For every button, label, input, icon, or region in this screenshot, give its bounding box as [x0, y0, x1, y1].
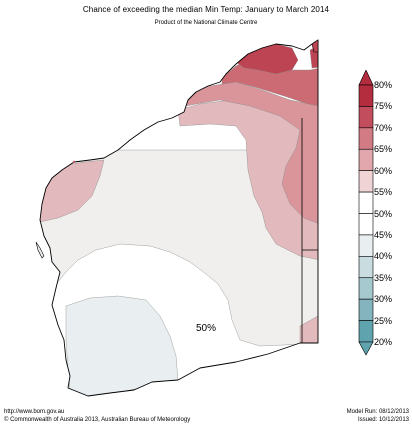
- legend-band: [358, 213, 374, 236]
- map-title: Chance of exceeding the median Min Temp:…: [82, 5, 330, 14]
- legend-label: 20%: [374, 337, 393, 347]
- legend-band: [358, 320, 374, 343]
- legend-colour-bar: [358, 70, 374, 356]
- legend-label: 70%: [374, 122, 393, 133]
- coastline: [39, 39, 319, 397]
- legend-label: 55%: [374, 187, 393, 198]
- legend-label: 60%: [374, 165, 393, 176]
- zone-75-80-east: [309, 40, 318, 69]
- island-dot: [72, 160, 76, 164]
- legend-label: 25%: [374, 315, 393, 326]
- islet-north: [311, 39, 319, 53]
- footer-right: Model Run: 08/12/2013 Issued: 10/12/2013: [347, 408, 409, 424]
- bom-url[interactable]: http://www.bom.gov.au: [4, 409, 65, 415]
- legend-band: [358, 148, 374, 171]
- legend-label: 40%: [374, 251, 393, 262]
- legend-band: [358, 256, 374, 279]
- legend-band: [358, 277, 374, 300]
- median-line-label: 50%: [196, 323, 216, 334]
- legend-label: 80%: [374, 80, 393, 90]
- legend-top-arrow: [358, 70, 374, 86]
- state-border: [301, 118, 318, 343]
- legend-label: 35%: [374, 272, 393, 283]
- legend-label: 75%: [374, 101, 393, 112]
- legend-band: [358, 127, 374, 150]
- footer-left: http://www.bom.gov.au © Commonwealth of …: [4, 408, 190, 424]
- colour-legend: 80% 75% 70% 65% 60% 55% 50% 45% 40% 35% 30% 25% 20%: [352, 70, 412, 360]
- map-subtitle: Product of the National Climate Centre: [154, 20, 258, 26]
- legend-band: [358, 84, 374, 107]
- legend-bottom-arrow: [358, 341, 374, 356]
- zone-65-70: [185, 81, 318, 229]
- island: [35, 241, 45, 259]
- legend-label: 30%: [374, 294, 393, 305]
- model-run: Model Run: 08/12/2013: [346, 409, 409, 415]
- issued-date: Issued: 10/12/2013: [357, 417, 409, 423]
- legend-band: [358, 106, 374, 129]
- legend-label: 65%: [374, 144, 393, 155]
- zone-60-65-south: [299, 313, 318, 344]
- legend-label: 50%: [374, 208, 393, 219]
- legend-label: 45%: [374, 229, 393, 240]
- copyright: © Commonwealth of Australia 2013, Austra…: [4, 417, 191, 423]
- legend-band: [358, 298, 374, 321]
- legend-band: [358, 170, 374, 193]
- legend-band: [358, 234, 374, 257]
- legend-band: [358, 191, 374, 214]
